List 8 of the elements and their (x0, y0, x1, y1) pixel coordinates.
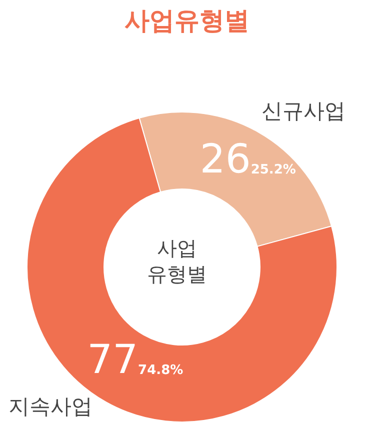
text: 사업 유형별 (147, 236, 207, 286)
chart-title: 사업유형별 (124, 6, 250, 35)
text: 77 (87, 337, 138, 384)
slice-label: 지속사업 (8, 394, 93, 419)
text: 26 (200, 136, 251, 183)
slice-label: 신규사업 (261, 98, 346, 123)
data-label: 25.2% (250, 162, 296, 178)
data-label: 74.8% (138, 362, 184, 378)
